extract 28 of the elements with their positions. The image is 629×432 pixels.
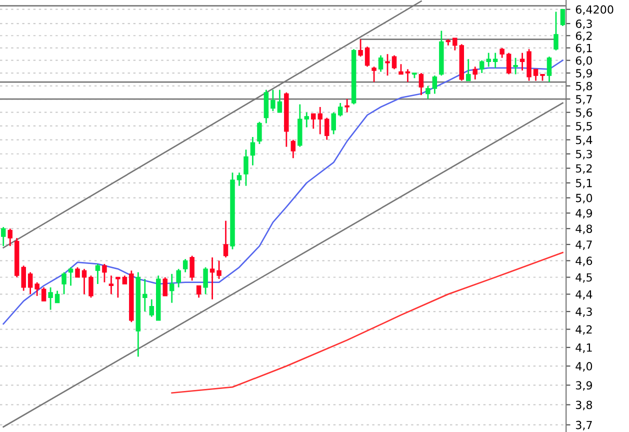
y-tick-label: 5,5	[576, 122, 592, 132]
y-tick-label: 4,4	[576, 290, 592, 300]
y-tick-label: 5,8	[576, 82, 592, 92]
y-tick-label: 4,5	[576, 273, 592, 283]
y-tick-label: 5,0	[576, 194, 592, 204]
y-tick-label: 5,1	[576, 179, 592, 188]
y-tick-label: 4,1	[576, 344, 592, 353]
y-tick-label: 3,8	[576, 400, 592, 410]
y-tick-label: 4,2	[576, 325, 592, 335]
y-tick-label: 4,7	[576, 240, 592, 250]
y-tick-label: 5,3	[576, 150, 592, 160]
y-tick-label: 5,9	[576, 68, 592, 79]
y-tick-label: 6,0	[576, 56, 592, 66]
y-tick-label: 5,2	[576, 164, 592, 174]
y-tick-label: 5,7	[576, 95, 592, 105]
y-tick-label: 4,3	[576, 308, 592, 318]
y-tick-label: 4,8	[576, 224, 592, 234]
y-tick-label: 4,9	[576, 209, 592, 219]
y-tick-label: 3,7	[576, 420, 592, 430]
y-tick-label: 5,4	[576, 136, 592, 146]
y-tick-label: 6,2	[576, 32, 592, 42]
y-tick-label: 4,6	[576, 256, 592, 266]
y-tick-label: 6,3	[576, 20, 592, 30]
y-tick-label: 6,4200	[576, 5, 614, 15]
y-tick-label: 6,1	[576, 44, 592, 54]
y-tick-label: 4,0	[576, 362, 592, 372]
y-tick-label: 3,9	[576, 381, 592, 391]
y-tick-label: 5,6	[576, 108, 592, 118]
